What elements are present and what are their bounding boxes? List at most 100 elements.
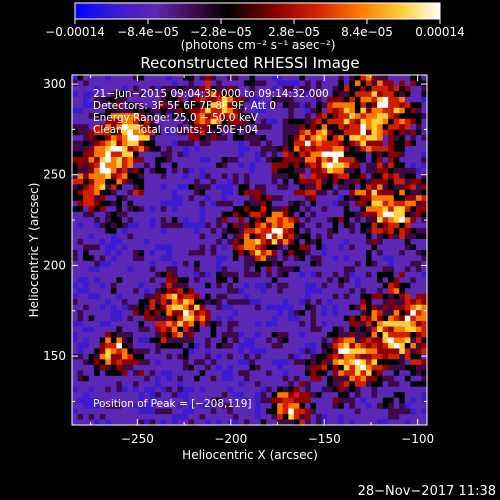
heatmap-cell: [88, 173, 95, 180]
heatmap-cell: [116, 282, 123, 289]
heatmap-cell: [216, 80, 223, 87]
heatmap-cell: [171, 80, 178, 87]
heatmap-cell: [349, 233, 356, 240]
heatmap-cell: [94, 195, 101, 202]
heatmap-cell: [116, 200, 123, 207]
heatmap-cell: [232, 348, 239, 355]
heatmap-cell: [271, 206, 278, 213]
heatmap-cell: [393, 342, 400, 349]
heatmap-cell: [127, 140, 134, 147]
heatmap-cell: [371, 85, 378, 92]
heatmap-cell: [332, 157, 339, 163]
heatmap-cell: [410, 403, 417, 409]
heatmap-cell: [88, 124, 95, 131]
heatmap-cell: [77, 342, 84, 349]
heatmap-cell: [121, 200, 128, 207]
heatmap-cell: [388, 113, 395, 120]
heatmap-cell: [243, 326, 250, 333]
heatmap-cell: [255, 113, 261, 120]
heatmap-cell: [138, 157, 145, 163]
heatmap-cell: [83, 233, 90, 240]
heatmap-cell: [77, 364, 84, 371]
heatmap-cell: [182, 288, 189, 295]
heatmap-cell: [88, 157, 95, 163]
heatmap-cell: [377, 364, 384, 371]
heatmap-cell: [288, 392, 295, 399]
heatmap-cell: [354, 75, 361, 81]
heatmap-cell: [316, 403, 323, 409]
heatmap-cell: [171, 184, 178, 191]
heatmap-cell: [316, 266, 323, 273]
heatmap-cell: [255, 403, 261, 409]
heatmap-cell: [277, 102, 284, 109]
heatmap-cell: [354, 151, 361, 158]
heatmap-cell: [127, 392, 134, 399]
heatmap-cell: [349, 277, 356, 284]
heatmap-cell: [138, 151, 145, 158]
heatmap-cell: [321, 304, 328, 311]
heatmap-cell: [388, 310, 395, 317]
heatmap-cell: [149, 348, 156, 355]
heatmap-cell: [343, 233, 350, 240]
heatmap-cell: [310, 146, 317, 152]
heatmap-cell: [249, 124, 256, 131]
heatmap-cell: [249, 195, 256, 202]
heatmap-cell: [410, 342, 417, 349]
heatmap-cell: [421, 162, 427, 169]
heatmap-cell: [210, 178, 217, 185]
heatmap-cell: [121, 75, 128, 81]
heatmap-cell: [249, 277, 256, 284]
heatmap-cell: [299, 217, 306, 224]
heatmap-cell: [299, 304, 306, 311]
heatmap-cell: [371, 173, 378, 180]
heatmap-cell: [260, 189, 267, 196]
heatmap-cell: [260, 299, 267, 306]
heatmap-cell: [299, 189, 306, 196]
heatmap-cell: [332, 370, 339, 377]
heatmap-cell: [316, 250, 323, 256]
heatmap-cell: [288, 375, 295, 382]
heatmap-cell: [171, 135, 178, 142]
heatmap-cell: [404, 364, 411, 371]
heatmap-cell: [194, 222, 200, 229]
heatmap-cell: [377, 222, 384, 229]
heatmap-cell: [282, 200, 289, 207]
heatmap-cell: [160, 189, 167, 196]
heatmap-cell: [371, 146, 378, 152]
heatmap-cell: [105, 375, 112, 382]
heatmap-cell: [110, 282, 117, 289]
heatmap-cell: [77, 113, 84, 120]
heatmap-cell: [182, 353, 189, 360]
heatmap-cell: [166, 299, 173, 306]
heatmap-cell: [371, 222, 378, 229]
heatmap-cell: [243, 135, 250, 142]
heatmap-cell: [316, 364, 323, 371]
heatmap-cell: [354, 408, 361, 415]
heatmap-cell: [171, 189, 178, 196]
heatmap-cell: [288, 386, 295, 393]
heatmap-cell: [277, 140, 284, 147]
heatmap-cell: [221, 195, 228, 202]
heatmap-cell: [121, 173, 128, 180]
heatmap-cell: [210, 173, 217, 180]
heatmap-cell: [166, 397, 173, 404]
heatmap-cell: [327, 217, 334, 224]
heatmap-cell: [371, 124, 378, 131]
heatmap-cell: [249, 206, 256, 213]
heatmap-cell: [399, 370, 406, 377]
heatmap-cell: [304, 386, 311, 393]
heatmap-cell: [232, 195, 239, 202]
heatmap-cell: [377, 310, 384, 317]
heatmap-cell: [182, 332, 189, 338]
heatmap-cell: [160, 348, 167, 355]
heatmap-cell: [338, 195, 345, 202]
heatmap-cell: [199, 222, 206, 229]
heatmap-cell: [371, 260, 378, 267]
heatmap-cell: [282, 277, 289, 284]
heatmap-cell: [255, 277, 261, 284]
heatmap-cell: [110, 206, 117, 213]
heatmap-cell: [371, 140, 378, 147]
heatmap-cell: [377, 189, 384, 196]
heatmap-cell: [421, 200, 427, 207]
heatmap-cell: [149, 419, 156, 425]
